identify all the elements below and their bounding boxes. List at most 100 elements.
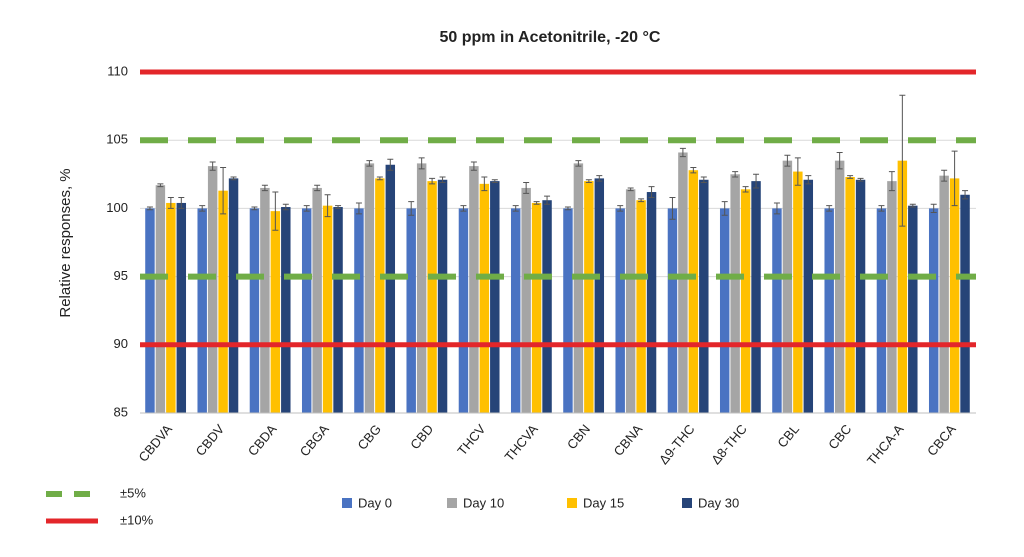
bar <box>469 166 479 413</box>
bar <box>542 200 552 413</box>
error-bar <box>700 176 707 183</box>
error-bar <box>679 147 686 158</box>
bar <box>615 208 625 413</box>
error-bar <box>460 205 467 212</box>
bar <box>594 178 605 413</box>
bar <box>416 163 427 413</box>
legend-swatch <box>447 498 457 508</box>
error-bar <box>669 196 676 220</box>
error-bar <box>596 175 603 182</box>
bar <box>249 208 260 413</box>
bar <box>688 170 699 413</box>
error-bar <box>585 179 592 183</box>
bar <box>803 179 814 413</box>
bar <box>354 208 364 413</box>
error-bar <box>230 176 237 181</box>
error-bar <box>523 181 530 194</box>
error-bar <box>314 184 321 192</box>
error-bar <box>376 176 383 181</box>
x-tick-label: CBL <box>774 421 802 450</box>
error-bar <box>794 157 801 186</box>
bar <box>573 163 584 413</box>
error-bar <box>941 169 948 182</box>
x-tick-label: THCVA <box>502 421 541 464</box>
legend-label: ±10% <box>120 512 154 527</box>
legend-swatch <box>567 498 577 508</box>
bar <box>228 178 239 413</box>
bar <box>333 207 343 413</box>
legend-swatch <box>682 498 692 508</box>
error-bar <box>753 173 760 189</box>
error-bar <box>962 190 969 200</box>
error-bar <box>742 186 749 193</box>
bar <box>646 192 657 413</box>
error-bar <box>627 187 634 192</box>
error-bar <box>836 151 843 170</box>
bar <box>855 179 866 413</box>
error-bar <box>805 175 812 185</box>
x-tick-label: THCA-A <box>864 421 907 468</box>
bar <box>510 208 521 413</box>
error-bar <box>335 205 342 209</box>
error-bar <box>408 201 415 216</box>
error-bar <box>324 194 331 218</box>
error-bar <box>178 196 185 209</box>
bar <box>479 183 490 413</box>
y-tick-label: 105 <box>106 132 128 147</box>
bar <box>364 163 375 413</box>
bar <box>155 185 166 413</box>
bar <box>563 208 573 413</box>
error-bar <box>638 198 645 203</box>
bar <box>427 181 437 413</box>
bar <box>678 152 688 413</box>
x-tick-label: CBDVA <box>135 421 175 464</box>
bar <box>928 208 939 413</box>
bar <box>281 207 291 413</box>
x-tick-label: CBN <box>564 421 593 452</box>
error-bar <box>146 206 153 211</box>
error-bar <box>272 191 279 231</box>
x-tick-label: CBC <box>825 421 854 452</box>
error-bar <box>888 171 895 192</box>
error-bar <box>199 205 206 212</box>
bar <box>406 208 416 413</box>
legend-label: Day 30 <box>698 495 739 510</box>
x-tick-label: CBDV <box>193 421 228 459</box>
bar <box>751 181 761 413</box>
bar <box>908 205 918 413</box>
y-tick-label: 85 <box>114 404 128 419</box>
x-tick-label: CBGA <box>297 421 332 459</box>
error-bar <box>930 203 937 213</box>
error-bar <box>470 161 477 171</box>
bar <box>166 202 176 413</box>
legend-label: Day 0 <box>358 495 392 510</box>
error-bar <box>418 157 425 170</box>
bar <box>458 208 469 413</box>
legend-label: Day 10 <box>463 495 504 510</box>
bar <box>887 181 897 413</box>
x-tick-label: CBDA <box>245 421 280 459</box>
bar <box>793 171 803 413</box>
x-tick-label: CBD <box>407 421 436 452</box>
error-bar <box>847 175 854 179</box>
y-tick-label: 100 <box>106 200 128 215</box>
bar <box>322 205 333 413</box>
error-bar <box>387 158 394 171</box>
bar <box>699 179 709 413</box>
y-tick-label: 95 <box>114 268 128 283</box>
error-bar <box>617 205 624 212</box>
error-bar <box>878 205 885 212</box>
bar <box>625 189 636 413</box>
bar <box>740 189 751 413</box>
error-bar <box>909 203 916 208</box>
error-bar <box>209 161 216 171</box>
error-bar <box>899 94 906 227</box>
x-tick-label: CBNA <box>611 421 646 459</box>
bar <box>521 187 531 413</box>
x-tick-label: CBG <box>354 421 384 452</box>
bar <box>772 208 782 413</box>
error-bar <box>481 176 488 192</box>
bar <box>490 181 500 413</box>
bar <box>218 190 228 413</box>
error-bar <box>690 166 697 174</box>
